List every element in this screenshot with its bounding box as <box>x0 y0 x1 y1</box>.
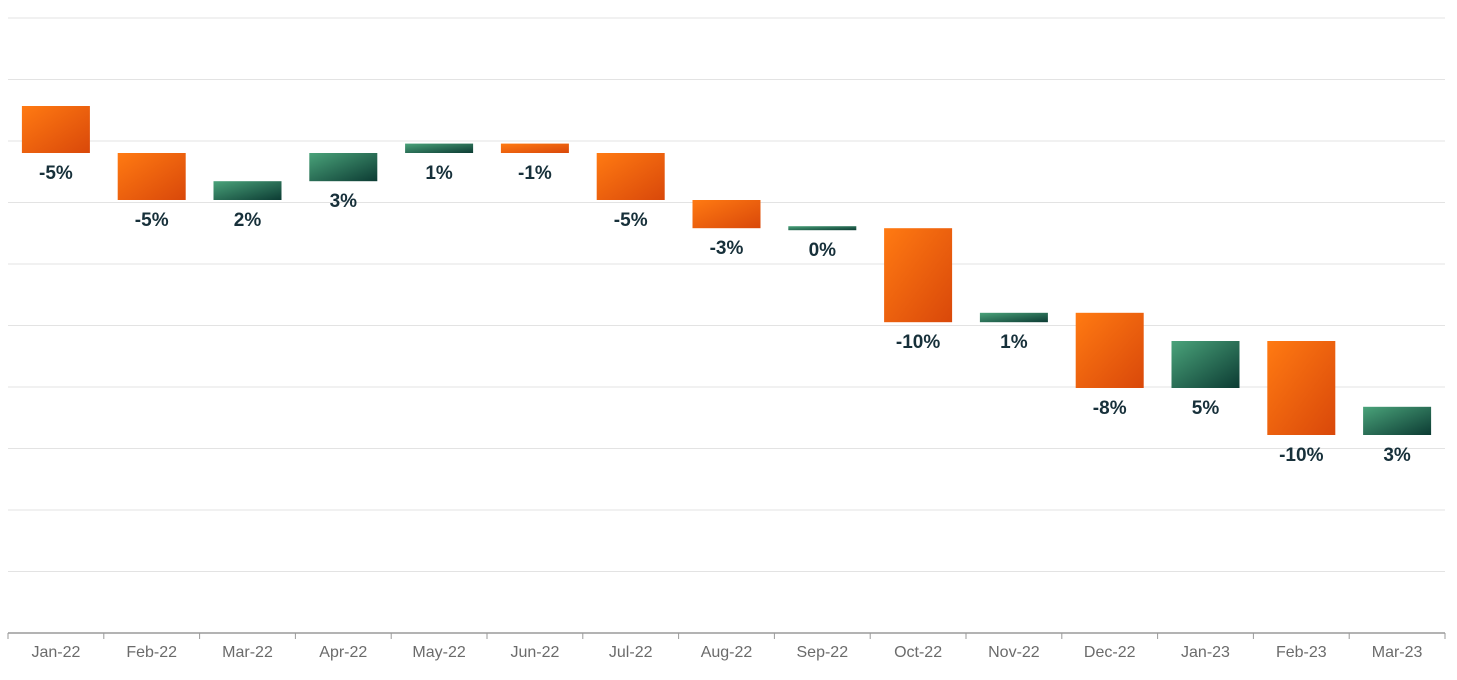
data-label: -10% <box>1279 445 1323 466</box>
x-tick-label: Oct-22 <box>894 644 942 661</box>
data-label: 0% <box>809 240 837 261</box>
gridlines <box>8 17 1445 572</box>
bar-dec-22 <box>1075 312 1144 388</box>
x-tick-label: Dec-22 <box>1084 644 1136 661</box>
x-tick-label: Apr-22 <box>319 644 367 661</box>
bar-mar-22 <box>213 181 282 200</box>
bar-oct-22 <box>884 228 953 323</box>
data-label: 2% <box>234 210 262 231</box>
data-label: 1% <box>1000 332 1028 353</box>
data-label: 3% <box>330 191 358 212</box>
bar-aug-22 <box>692 200 761 229</box>
data-label: -5% <box>39 163 73 184</box>
bar-feb-23 <box>1267 341 1336 435</box>
x-tick-label: Aug-22 <box>701 644 753 661</box>
x-tick-label: Feb-23 <box>1276 644 1327 661</box>
x-tick-labels: Jan-22 Feb-22 Mar-22 Apr-22 May-22 Jun-22 Jul-… <box>31 644 1422 661</box>
data-label: -5% <box>135 210 169 231</box>
bar-jan-22 <box>21 106 90 153</box>
bar-nov-22 <box>979 312 1048 323</box>
x-tick-label: Jun-22 <box>510 644 559 661</box>
bar-apr-22 <box>309 153 378 182</box>
data-label: -1% <box>518 163 552 184</box>
data-label: 3% <box>1383 445 1411 466</box>
data-label: -8% <box>1093 398 1127 419</box>
data-labels: -5% -5% 2% 3% 1% -1% -5% -3% 0% -10% 1% -8% 5% -10% 3% <box>39 163 1411 466</box>
x-tick-label: Feb-22 <box>126 644 177 661</box>
x-tick-label: Jan-23 <box>1181 644 1230 661</box>
x-axis <box>7 632 1446 639</box>
x-tick-label: Jan-22 <box>31 644 80 661</box>
x-tick-label: May-22 <box>412 644 465 661</box>
data-label: -3% <box>710 238 744 259</box>
bar-feb-22 <box>117 153 186 200</box>
x-tick-label: Jul-22 <box>609 644 653 661</box>
x-tick-label: Mar-22 <box>222 644 273 661</box>
bar-mar-23 <box>1363 406 1432 435</box>
data-label: 1% <box>425 163 453 184</box>
bar-jun-22 <box>500 143 569 153</box>
data-label: -5% <box>614 210 648 231</box>
data-label: 5% <box>1192 398 1220 419</box>
bar-sep-22 <box>788 226 857 231</box>
x-tick-label: Nov-22 <box>988 644 1040 661</box>
bar-jan-23 <box>1171 341 1240 388</box>
bar-may-22 <box>405 143 474 153</box>
bars <box>21 106 1432 435</box>
data-label: -10% <box>896 332 940 353</box>
bar-jul-22 <box>596 153 665 200</box>
x-tick-label: Sep-22 <box>797 644 849 661</box>
x-tick-label: Mar-23 <box>1372 644 1423 661</box>
